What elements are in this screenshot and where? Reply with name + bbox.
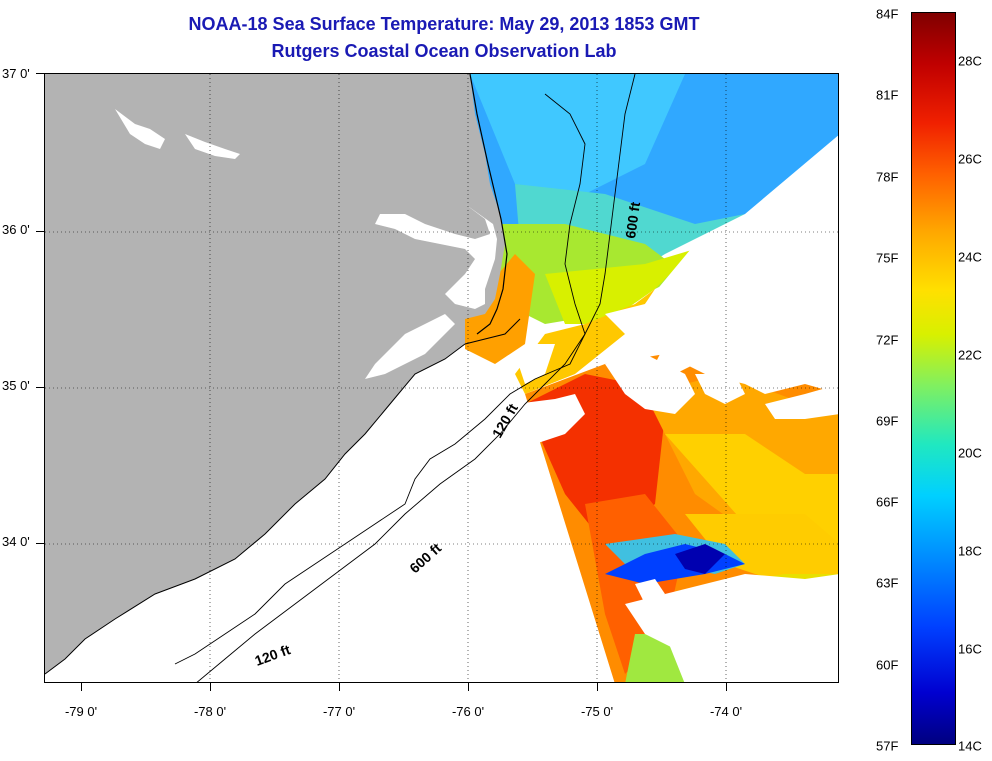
map-subtitle: Rutgers Coastal Ocean Observation Lab	[271, 41, 617, 61]
colorbar-f-label: 84F	[876, 6, 899, 22]
map-title: NOAA-18 Sea Surface Temperature: May 29,…	[188, 14, 700, 34]
longitude-label: -78 0'	[193, 704, 227, 719]
colorbar-f-label: 78F	[876, 169, 899, 185]
longitude-label: -77 0'	[322, 704, 356, 719]
contour-label: 600 ft	[406, 540, 444, 577]
longitude-label: -79 0'	[64, 704, 98, 719]
colorbar-c-label: 14C	[958, 738, 982, 754]
longitude-label: -76 0'	[451, 704, 485, 719]
colorbar-c-label: 18C	[958, 543, 982, 559]
latitude-label: 34 0'	[2, 534, 30, 549]
colorbar-c-label: 24C	[958, 249, 982, 265]
colorbar-c-label: 28C	[958, 53, 982, 69]
colorbar-f-label: 81F	[876, 87, 899, 103]
colorbar-c-label: 26C	[958, 151, 982, 167]
graticule	[45, 74, 838, 682]
longitude-label: -75 0'	[580, 704, 614, 719]
contour-label: 600 ft	[622, 201, 643, 240]
latitude-label: 35 0'	[2, 378, 30, 393]
depth-contours	[174, 74, 636, 682]
colorbar-f-label: 63F	[876, 575, 899, 591]
sst-map: 600 ft 120 ft 600 ft 120 ft	[44, 73, 839, 683]
colorbar-c-label: 16C	[958, 641, 982, 657]
colorbar-f-label: 72F	[876, 332, 899, 348]
landmass	[45, 74, 521, 675]
colorbar-f-label: 75F	[876, 250, 899, 266]
cloud-mask	[515, 204, 838, 682]
colorbar-f-label: 66F	[876, 494, 899, 510]
colorbar-f-label: 60F	[876, 657, 899, 673]
sst-map-canvas: 600 ft 120 ft 600 ft 120 ft	[45, 74, 838, 682]
latitude-label: 37 0'	[2, 66, 30, 81]
colorbar-f-label: 57F	[876, 738, 899, 754]
contour-label: 120 ft	[253, 641, 293, 669]
latitude-label: 36 0'	[2, 222, 30, 237]
colorbar-f-label: 69F	[876, 413, 899, 429]
colorbar-c-label: 22C	[958, 347, 982, 363]
colorbar-c-label: 20C	[958, 445, 982, 461]
longitude-label: -74 0'	[709, 704, 743, 719]
temperature-colorbar	[911, 12, 956, 745]
